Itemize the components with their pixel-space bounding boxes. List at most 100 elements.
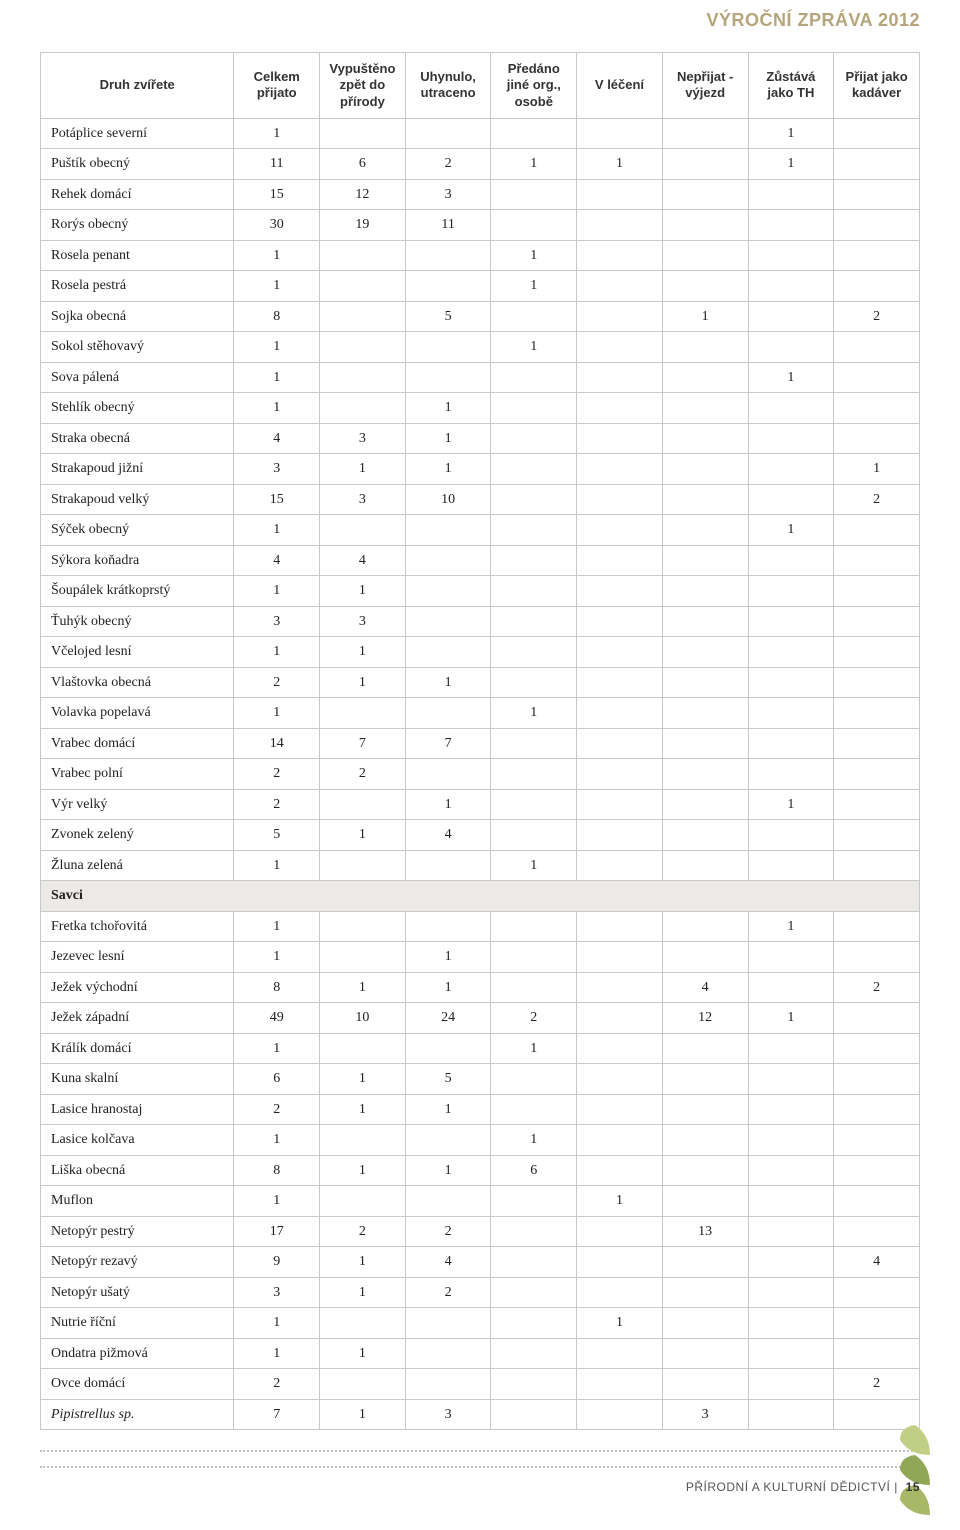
cell: 1 <box>405 454 491 485</box>
cell: 4 <box>834 1247 920 1278</box>
cell <box>834 362 920 393</box>
col-header-3: Uhynulo,utraceno <box>405 53 491 119</box>
cell: 1 <box>491 850 577 881</box>
cell <box>491 789 577 820</box>
cell <box>834 637 920 668</box>
cell <box>662 118 748 149</box>
col-header-5: V léčení <box>577 53 663 119</box>
cell: 2 <box>234 667 320 698</box>
species-name: Puštík obecný <box>41 149 234 180</box>
section-label: Savci <box>41 881 920 912</box>
cell <box>491 454 577 485</box>
cell <box>662 759 748 790</box>
cell <box>748 484 834 515</box>
species-name: Vlaštovka obecná <box>41 667 234 698</box>
species-name: Ježek západní <box>41 1003 234 1034</box>
cell: 1 <box>234 698 320 729</box>
cell: 2 <box>834 1369 920 1400</box>
cell: 2 <box>234 789 320 820</box>
cell <box>834 1125 920 1156</box>
cell <box>662 820 748 851</box>
cell: 1 <box>748 149 834 180</box>
data-row: Puštík obecný1162111 <box>41 149 920 180</box>
cell: 5 <box>405 301 491 332</box>
data-row: Ovce domácí22 <box>41 1369 920 1400</box>
cell <box>577 759 663 790</box>
cell <box>662 1033 748 1064</box>
cell <box>662 637 748 668</box>
cell: 1 <box>234 1186 320 1217</box>
cell: 4 <box>405 1247 491 1278</box>
cell <box>491 1338 577 1369</box>
cell <box>748 1094 834 1125</box>
cell <box>834 576 920 607</box>
cell <box>491 1247 577 1278</box>
cell <box>748 301 834 332</box>
cell <box>662 393 748 424</box>
cell: 1 <box>320 1094 406 1125</box>
cell <box>320 1033 406 1064</box>
cell <box>834 1033 920 1064</box>
cell <box>662 667 748 698</box>
cell <box>662 1277 748 1308</box>
cell <box>662 911 748 942</box>
cell: 8 <box>234 301 320 332</box>
cell: 1 <box>320 1338 406 1369</box>
cell <box>834 759 920 790</box>
cell <box>405 332 491 363</box>
cell <box>491 484 577 515</box>
data-row: Králík domácí11 <box>41 1033 920 1064</box>
cell: 12 <box>320 179 406 210</box>
cell <box>491 179 577 210</box>
species-name: Kuna skalní <box>41 1064 234 1095</box>
cell <box>405 637 491 668</box>
species-name: Šoupálek krátkoprstý <box>41 576 234 607</box>
cell <box>834 423 920 454</box>
cell <box>405 576 491 607</box>
cell <box>662 454 748 485</box>
cell: 1 <box>320 1247 406 1278</box>
species-name: Potáplice severní <box>41 118 234 149</box>
data-row: Stehlík obecný11 <box>41 393 920 424</box>
cell <box>662 1125 748 1156</box>
cell <box>577 271 663 302</box>
cell <box>662 515 748 546</box>
cell: 1 <box>234 1338 320 1369</box>
data-row: Vrabec domácí1477 <box>41 728 920 759</box>
data-row: Kuna skalní615 <box>41 1064 920 1095</box>
cell <box>577 911 663 942</box>
table-body: Potáplice severní11Puštík obecný1162111R… <box>41 118 920 1430</box>
cell: 2 <box>491 1003 577 1034</box>
cell <box>491 1399 577 1430</box>
cell: 8 <box>234 1155 320 1186</box>
cell <box>320 942 406 973</box>
cell <box>577 515 663 546</box>
species-name: Sýkora koňadra <box>41 545 234 576</box>
cell <box>491 1186 577 1217</box>
section-row: Savci <box>41 881 920 912</box>
cell <box>577 1003 663 1034</box>
cell <box>320 301 406 332</box>
cell: 1 <box>320 972 406 1003</box>
cell <box>405 1125 491 1156</box>
cell <box>577 362 663 393</box>
cell <box>577 698 663 729</box>
cell <box>834 667 920 698</box>
cell: 1 <box>405 972 491 1003</box>
species-name: Jezevec lesní <box>41 942 234 973</box>
cell: 11 <box>405 210 491 241</box>
cell: 1 <box>491 271 577 302</box>
cell <box>577 850 663 881</box>
species-name: Netopýr rezavý <box>41 1247 234 1278</box>
cell <box>320 1125 406 1156</box>
data-row: Jezevec lesní11 <box>41 942 920 973</box>
cell: 10 <box>405 484 491 515</box>
cell <box>577 1155 663 1186</box>
cell: 1 <box>234 118 320 149</box>
species-name: Nutrie říční <box>41 1308 234 1339</box>
cell: 3 <box>320 423 406 454</box>
data-row: Liška obecná8116 <box>41 1155 920 1186</box>
cell: 1 <box>234 240 320 271</box>
cell <box>577 118 663 149</box>
cell: 2 <box>320 759 406 790</box>
